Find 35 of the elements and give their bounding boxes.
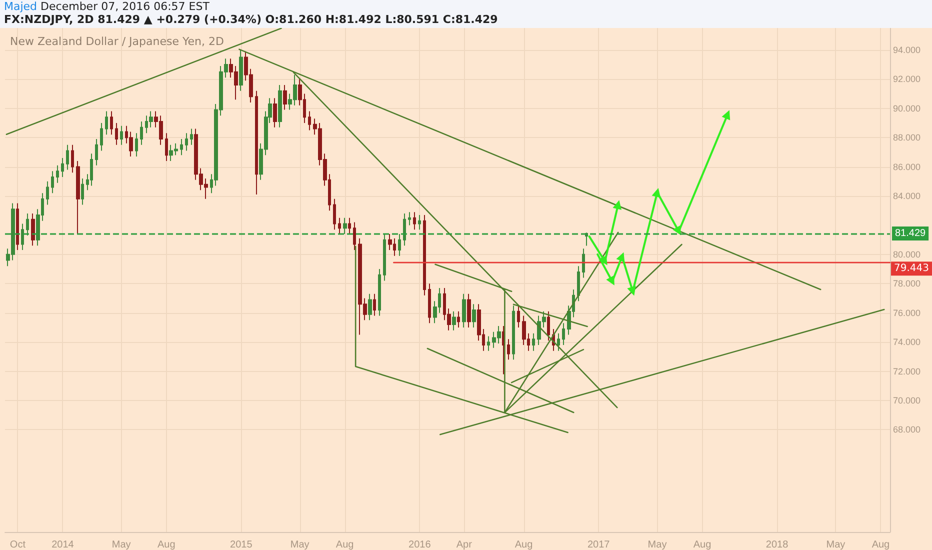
y-tick-label: 72.000 bbox=[893, 366, 921, 376]
x-tick-label: 2018 bbox=[766, 540, 789, 550]
y-tick-label: 90.000 bbox=[893, 103, 921, 114]
x-tick-label: May bbox=[648, 540, 667, 550]
x-tick-label: 2015 bbox=[230, 540, 253, 550]
y-tick-label: 80.000 bbox=[893, 249, 921, 260]
x-tick-label: 2016 bbox=[408, 540, 432, 550]
y-tick-label: 84.000 bbox=[893, 191, 921, 201]
x-tick-label: Apr bbox=[456, 540, 473, 550]
annotation: 79.443 bbox=[894, 263, 929, 274]
x-tick-label: 2014 bbox=[52, 540, 74, 550]
ref-line-label: 81.429 bbox=[895, 228, 926, 240]
x-tick-label: Aug bbox=[336, 540, 354, 550]
x-tick-label: May bbox=[290, 540, 310, 550]
chart-title: FX:NZDJPY, 2D 81.429 ▲ +0.279 (+0.34%) O:81.260 H:81.492 L:80.591 C:81.429 bbox=[4, 13, 499, 26]
y-tick-label: 76.000 bbox=[893, 308, 921, 318]
x-tick-label: Aug bbox=[157, 540, 176, 550]
y-tick-label: 68.000 bbox=[893, 424, 921, 435]
text: Majed bbox=[4, 0, 38, 13]
x-tick-label: 2017 bbox=[587, 540, 610, 550]
x-tick-label: May bbox=[112, 540, 131, 550]
y-tick-label: 78.000 bbox=[893, 278, 921, 289]
text: December 07, 2016 06:57 EST bbox=[40, 0, 210, 13]
y-tick-label: 94.000 bbox=[893, 44, 921, 55]
y-tick-label: 74.000 bbox=[893, 337, 921, 348]
y-tick-label: 70.000 bbox=[893, 396, 921, 406]
x-tick-label: Aug bbox=[872, 540, 890, 550]
y-tick-label: 88.000 bbox=[893, 132, 921, 143]
x-tick-label: Oct bbox=[10, 540, 26, 550]
x-tick-label: Aug bbox=[693, 540, 712, 550]
text: New Zealand Dollar / Japanese Yen, 2D bbox=[10, 35, 224, 48]
y-tick-label: 86.000 bbox=[893, 162, 921, 172]
y-tick-label: 92.000 bbox=[893, 74, 921, 84]
x-tick-label: May bbox=[826, 540, 846, 550]
x-tick-label: Aug bbox=[514, 540, 533, 550]
